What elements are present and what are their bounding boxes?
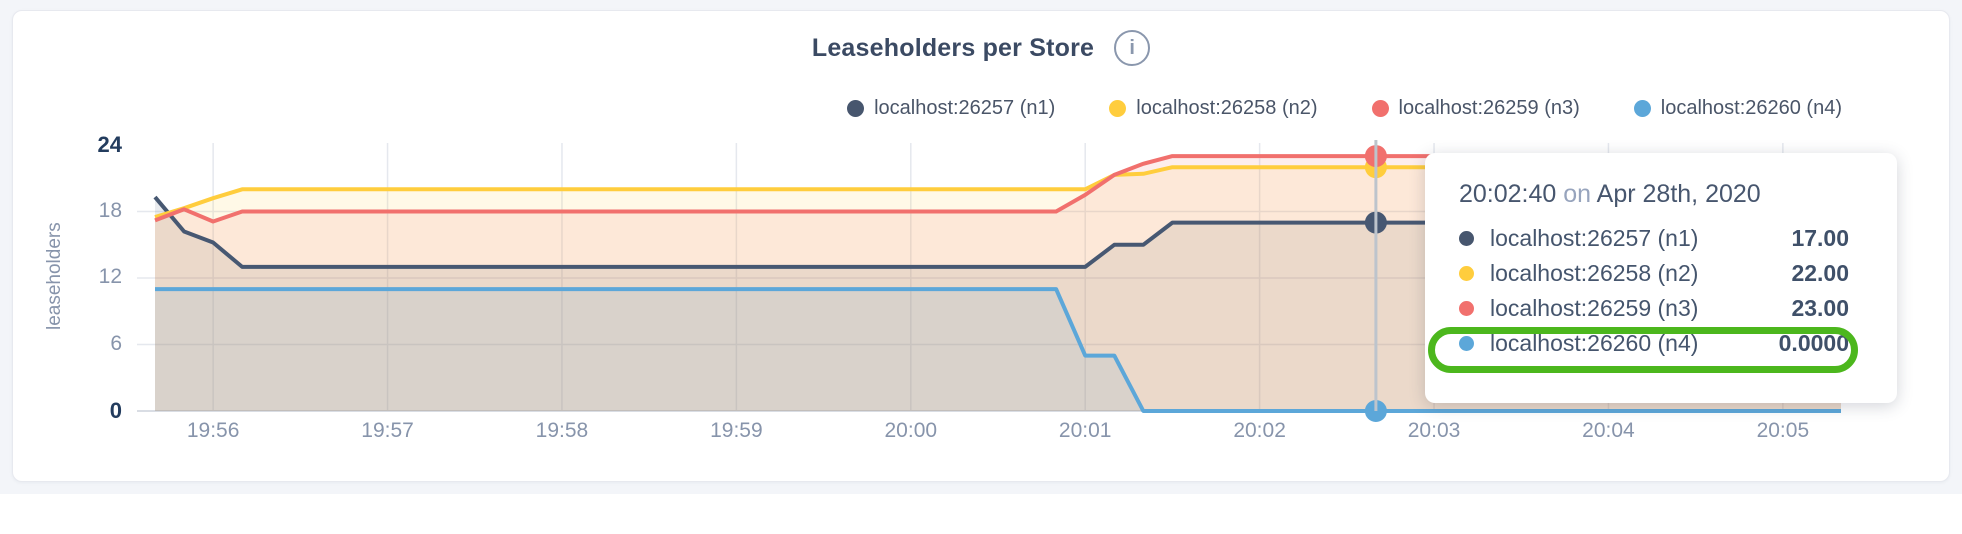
- tooltip-series-label: localhost:26258 (n2): [1490, 260, 1699, 286]
- legend-dot-icon: [1109, 100, 1127, 117]
- tooltip-rows: localhost:26257 (n1) 17.00 localhost:26258…: [1459, 221, 1849, 361]
- chart-title: Leaseholders per Store: [811, 33, 1095, 62]
- tooltip-row: localhost:26258 (n2) 22.00: [1459, 256, 1849, 291]
- x-tick-label: 19:56: [186, 419, 240, 442]
- legend-dot-icon: [1633, 100, 1651, 117]
- series-area: [155, 156, 1841, 411]
- info-icon[interactable]: i: [1114, 30, 1151, 66]
- x-tick-label: 20:01: [1058, 419, 1112, 442]
- series-line: [154, 154, 1841, 224]
- legend-dot-icon: [1371, 100, 1389, 117]
- legend-item[interactable]: localhost:26260 (n4): [1633, 97, 1842, 120]
- x-tick-label: 19:57: [361, 419, 414, 442]
- tooltip-row: localhost:26260 (n4) 0.0000: [1459, 326, 1849, 361]
- series-line: [153, 195, 1841, 269]
- tooltip-series-value: 0.0000: [1778, 330, 1849, 356]
- x-tick-label: 20:03: [1407, 419, 1461, 442]
- tooltip-connector: on: [1563, 180, 1592, 208]
- tooltip-time: 20:02:40: [1459, 180, 1557, 208]
- y-tick-label: 6: [110, 331, 122, 355]
- x-tick-label: 19:58: [535, 419, 589, 442]
- tooltip-series-dot-icon: [1459, 266, 1474, 281]
- legend-dot-icon: [847, 100, 865, 117]
- legend-label: localhost:26258 (n2): [1136, 97, 1318, 119]
- y-tick-label: 12: [98, 265, 122, 288]
- series-area: [155, 197, 1841, 411]
- chart-legend: localhost:26257 (n1) localhost:26258 (n2)…: [847, 97, 1842, 120]
- y-tick-label: 18: [98, 198, 122, 222]
- legend-item[interactable]: localhost:26258 (n2): [1109, 97, 1318, 120]
- tooltip-series-value: 23.00: [1791, 295, 1849, 321]
- y-tick-label: 0: [109, 398, 122, 423]
- x-tick-label: 20:05: [1756, 419, 1810, 442]
- tooltip-series-dot-icon: [1459, 336, 1474, 351]
- series-line: [155, 287, 1841, 413]
- legend-label: localhost:26259 (n3): [1398, 97, 1580, 119]
- tooltip-row: localhost:26259 (n3) 23.00: [1459, 291, 1849, 326]
- legend-label: localhost:26257 (n1): [874, 97, 1056, 119]
- tooltip-date: Apr 28th, 2020: [1596, 180, 1761, 208]
- x-tick-label: 20:02: [1233, 419, 1286, 442]
- x-tick-label: 20:00: [884, 419, 938, 442]
- legend-item[interactable]: localhost:26257 (n1): [847, 97, 1055, 120]
- tooltip-series-dot-icon: [1459, 231, 1474, 246]
- x-tick-label: 20:04: [1582, 419, 1635, 442]
- tooltip-series-label: localhost:26257 (n1): [1490, 225, 1699, 251]
- chart-tooltip: 20:02:40 on Apr 28th, 2020 localhost:262…: [1425, 153, 1897, 403]
- tooltip-series-label: localhost:26260 (n4): [1490, 330, 1699, 356]
- tooltip-series-value: 22.00: [1791, 260, 1849, 286]
- series-line: [154, 165, 1841, 219]
- tooltip-timestamp: 20:02:40 on Apr 28th, 2020: [1459, 180, 1849, 209]
- legend-label: localhost:26260 (n4): [1660, 97, 1842, 119]
- y-tick-label: 24: [97, 132, 122, 157]
- tooltip-row: localhost:26257 (n1) 17.00: [1459, 221, 1849, 256]
- tooltip-series-dot-icon: [1459, 301, 1474, 316]
- tooltip-series-value: 17.00: [1791, 225, 1849, 251]
- legend-item[interactable]: localhost:26259 (n3): [1371, 97, 1580, 120]
- series-area: [155, 289, 1841, 411]
- tooltip-series-label: localhost:26259 (n3): [1490, 295, 1699, 321]
- x-tick-label: 19:59: [710, 419, 763, 442]
